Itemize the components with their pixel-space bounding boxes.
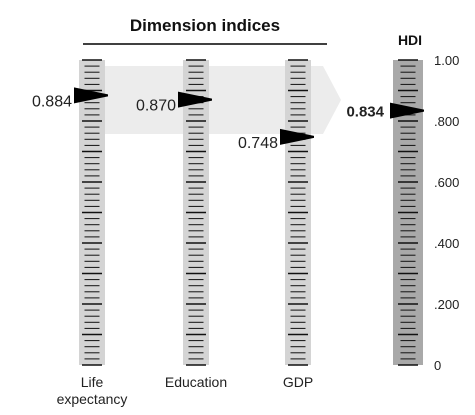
scale-2-value-label: 0.870: [136, 98, 176, 115]
hdi-axis-tick-label: .800: [434, 114, 459, 129]
scale-1-category-label: Life: [81, 374, 104, 390]
hdi-value-label: 0.834: [346, 104, 384, 121]
composite-arrow: [100, 66, 341, 134]
scale-1-category-label: expectancy: [57, 391, 128, 407]
chart-title: Dimension indices: [130, 16, 280, 35]
hdi-axis-tick-label: .400: [434, 236, 459, 251]
composite-arrow-layer: [100, 66, 341, 134]
scale-layer: [79, 59, 423, 366]
marker-layer: [74, 87, 424, 145]
text-layer: Dimension indices HDI 0.884 Lifeexpectanc…: [32, 16, 459, 407]
hdi-axis-tick-label: 0: [434, 358, 441, 373]
scale-3-category-label: GDP: [283, 374, 313, 390]
hdi-axis-tick-label: .600: [434, 175, 459, 190]
scale-1-value-label: 0.884: [32, 93, 72, 110]
scale-3-marker: [280, 128, 314, 145]
hdi-title: HDI: [398, 32, 422, 48]
hdi-axis-tick-label: .200: [434, 297, 459, 312]
scale-3-value-label: 0.748: [238, 135, 278, 152]
scale-1-marker: [74, 87, 108, 104]
hdi-marker: [390, 102, 424, 119]
scale-2-category-label: Education: [165, 374, 227, 390]
hdi-axis-tick-label: 1.00: [434, 53, 459, 68]
scale-2-marker: [178, 91, 212, 108]
